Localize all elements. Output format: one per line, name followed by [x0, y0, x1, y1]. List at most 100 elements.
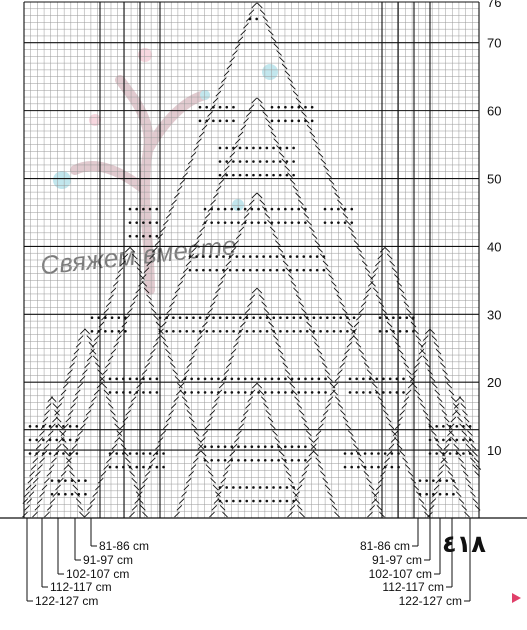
decrease-symbol [42, 416, 49, 423]
decrease-symbol [229, 56, 235, 63]
decrease-symbol [265, 22, 271, 29]
purl-dot [252, 486, 255, 489]
decrease-symbol [311, 335, 318, 341]
decrease-symbol [437, 355, 444, 362]
decrease-symbol [60, 471, 67, 477]
decrease-symbol [194, 342, 200, 348]
decrease-symbol [107, 403, 114, 409]
decrease-symbol [218, 84, 224, 90]
purl-dot [68, 438, 72, 442]
purl-dot [218, 486, 222, 489]
decrease-symbol [416, 355, 423, 362]
purl-dot [217, 377, 220, 381]
purl-dot [197, 377, 200, 381]
purl-dot [277, 445, 280, 449]
decrease-symbol [396, 280, 403, 287]
decrease-symbol [262, 111, 269, 117]
decrease-symbol [403, 362, 410, 369]
purl-dot [205, 119, 208, 123]
decrease-symbol [74, 389, 81, 396]
purl-dot [257, 445, 260, 449]
purl-dot [198, 105, 202, 109]
decrease-symbol [415, 335, 422, 341]
purl-dot [279, 329, 282, 333]
purl-dot [237, 391, 240, 394]
purl-dot [304, 221, 307, 224]
purl-dot [210, 207, 213, 211]
decrease-symbol [84, 511, 90, 518]
decrease-symbol [89, 348, 95, 355]
decrease-symbol [143, 267, 150, 274]
decrease-symbol [314, 342, 320, 348]
purl-dot [315, 268, 319, 272]
row-label: 76 [487, 0, 501, 10]
purl-dot [324, 391, 327, 394]
purl-dot [223, 458, 227, 462]
decrease-symbol [314, 145, 321, 151]
decrease-symbol [450, 396, 457, 403]
decrease-symbol [178, 382, 185, 389]
purl-dot [208, 268, 212, 272]
decrease-symbol [474, 504, 481, 511]
decrease-symbol [221, 77, 227, 83]
decrease-symbol [380, 471, 386, 477]
decrease-symbol [279, 56, 285, 63]
decrease-symbol [48, 464, 55, 470]
purl-dot [322, 268, 326, 272]
decrease-symbol [190, 151, 197, 158]
decrease-symbol [211, 403, 218, 409]
purl-dot [77, 479, 81, 482]
decrease-symbol [366, 477, 372, 484]
decrease-symbol [181, 491, 187, 498]
decrease-symbol [155, 443, 161, 450]
purl-dot [343, 452, 347, 455]
purl-dot [225, 119, 229, 123]
decrease-symbol [272, 430, 278, 436]
purl-dot [122, 452, 125, 455]
decrease-symbol [180, 274, 186, 280]
decrease-symbol [116, 430, 123, 436]
decrease-symbol [285, 471, 292, 477]
decrease-symbol [200, 450, 207, 457]
decrease-symbol [84, 328, 90, 335]
decrease-symbol [73, 348, 80, 355]
decrease-symbol [112, 280, 119, 287]
decrease-symbol [153, 314, 159, 321]
purl-dot [343, 221, 347, 224]
purl-dot [62, 425, 65, 428]
decrease-symbol [248, 9, 255, 16]
decrease-symbol [80, 328, 86, 335]
purl-dot [217, 221, 220, 224]
decrease-symbol [165, 348, 171, 355]
decrease-symbol [228, 355, 234, 362]
purl-dot [148, 221, 152, 224]
decrease-symbol [55, 484, 61, 491]
decrease-symbol [391, 267, 398, 274]
purl-dot [243, 458, 247, 462]
decrease-symbol [242, 314, 249, 321]
purl-dot [268, 255, 272, 258]
decrease-symbol [198, 131, 205, 138]
decrease-symbol [201, 124, 208, 131]
decrease-symbol [384, 457, 390, 464]
decrease-symbol [425, 328, 431, 335]
purl-dot [218, 105, 222, 109]
purl-dot [284, 391, 287, 394]
purl-dot [230, 207, 234, 211]
purl-dot [258, 486, 262, 489]
decrease-symbol [292, 491, 299, 498]
purl-dot [275, 268, 279, 272]
decrease-symbol [334, 396, 341, 403]
purl-dot [218, 329, 222, 333]
decrease-symbol [447, 430, 453, 436]
purl-dot [205, 329, 209, 333]
decrease-symbol [171, 199, 177, 206]
decrease-symbol [278, 450, 285, 457]
decrease-symbol [92, 355, 99, 362]
decrease-symbol [299, 477, 305, 484]
decrease-symbol [222, 471, 229, 477]
decrease-symbol [89, 498, 96, 504]
decrease-symbol [291, 389, 298, 396]
decrease-symbol [406, 369, 412, 375]
decrease-symbol [474, 471, 480, 477]
